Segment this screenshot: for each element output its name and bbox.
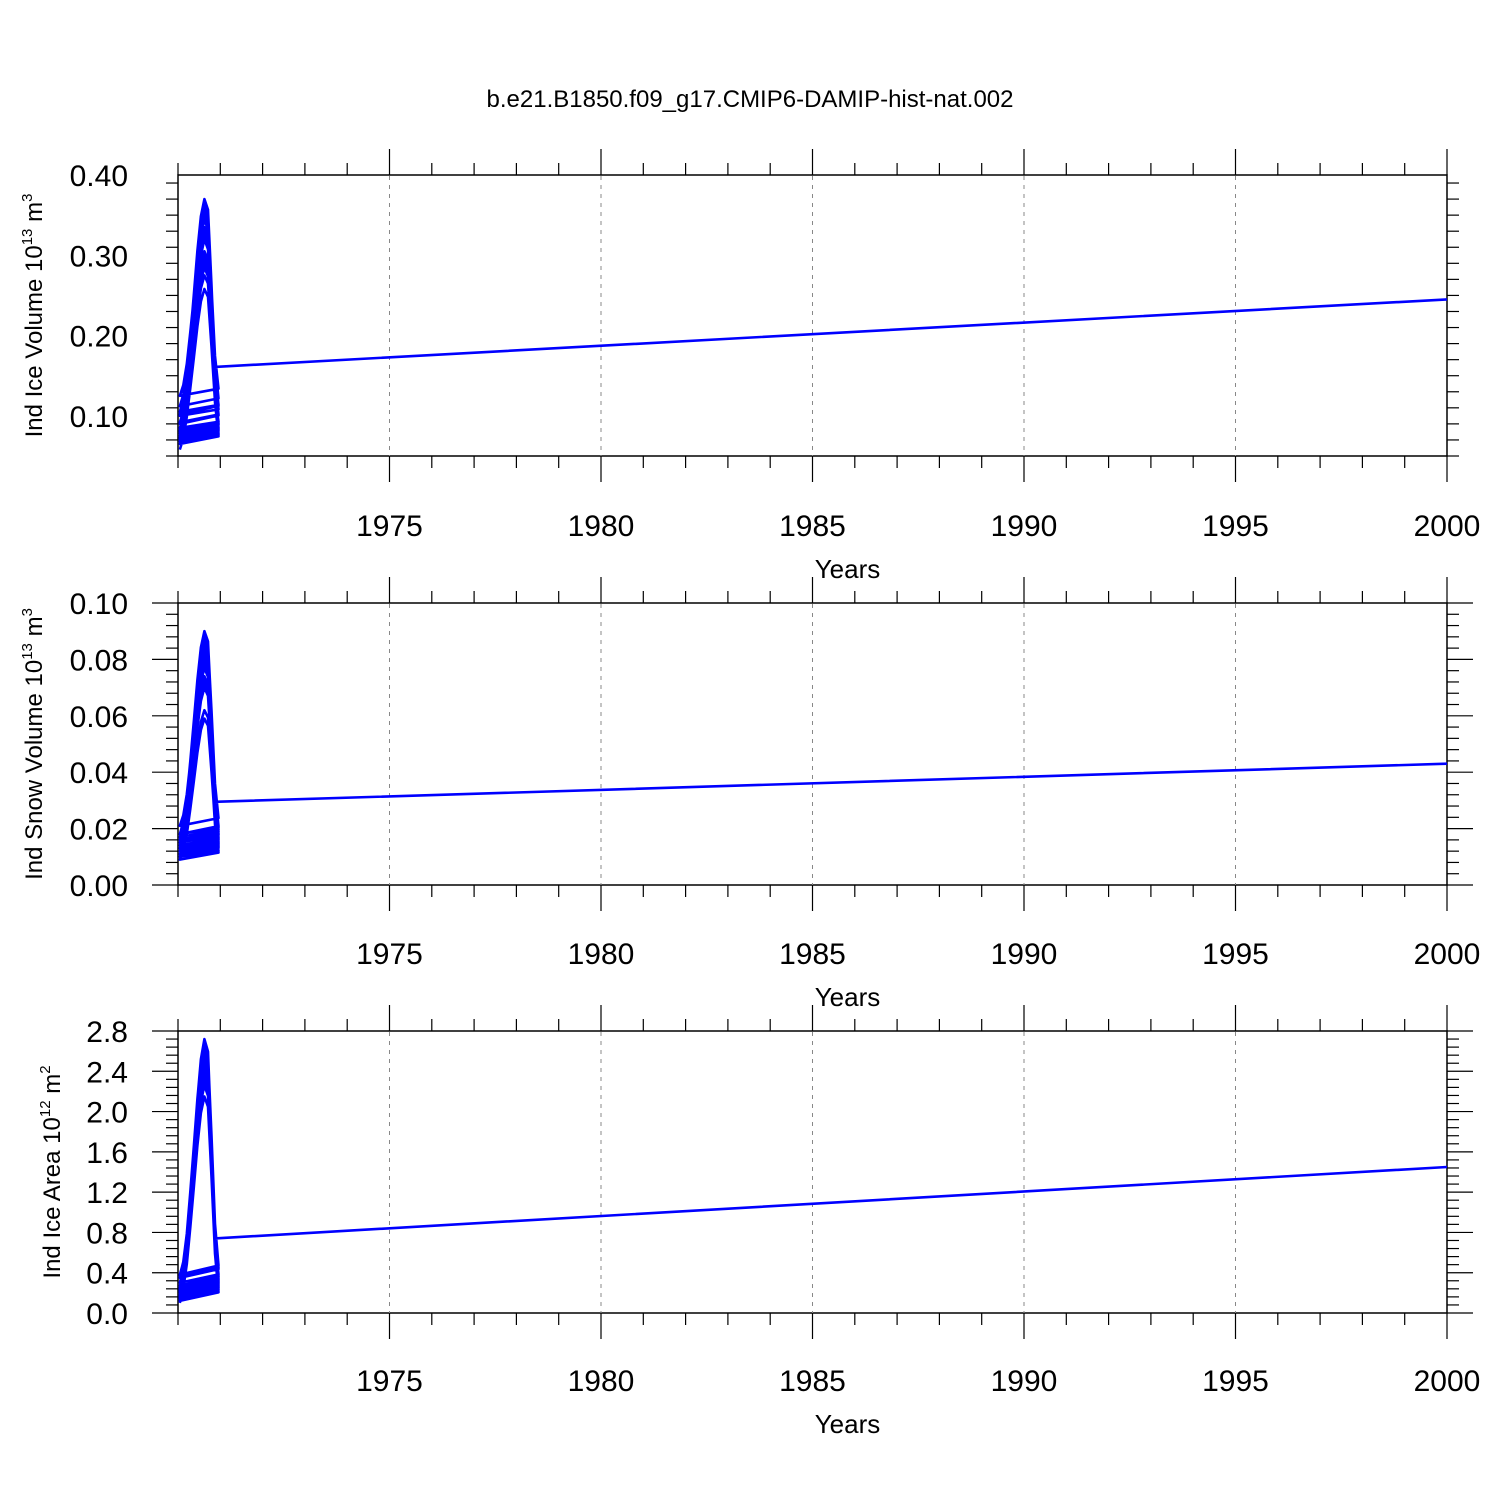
y-tick-label: 0.8 — [86, 1217, 128, 1250]
y-tick-label: 0.04 — [70, 757, 128, 790]
series-line — [178, 1037, 1448, 1304]
y-tick-label: 1.2 — [86, 1177, 128, 1210]
x-tick-label: 1990 — [991, 938, 1058, 971]
chart-panel-2: 1975 1980 1985 1990 1995 2000 Years 0.00 0.02 0.0… — [19, 577, 1480, 1012]
y-tick-label: 0.4 — [86, 1258, 128, 1291]
x-tick-label: 1975 — [356, 938, 423, 971]
y-axis-label-part: Ind Ice Area 10 — [39, 1117, 66, 1278]
y-axis-label-superscript: 13 — [19, 643, 36, 660]
series-line — [178, 629, 1448, 861]
y-tick-label: 0.02 — [70, 814, 128, 847]
chart-panel-3: 1975 1980 1985 1990 1995 2000 Years 0.0 0.4 0.8 1.… — [37, 1005, 1480, 1439]
x-tick-label: 1990 — [991, 1365, 1058, 1398]
y-axis-label: Ind Ice Area 1012 m2 — [37, 1065, 66, 1278]
x-axis-label: Years — [815, 1409, 881, 1439]
x-tick-label: 2000 — [1414, 510, 1481, 543]
x-tick-label: 1995 — [1202, 938, 1269, 971]
y-tick-label: 0.06 — [70, 701, 128, 734]
y-axis-label-part: m — [39, 1074, 66, 1101]
y-tick-label: 2.4 — [86, 1056, 128, 1089]
y-tick-label: 1.6 — [86, 1137, 128, 1170]
y-tick-label: 0.0 — [86, 1298, 128, 1331]
chart-panel-1: 1975 1980 1985 1990 1995 2000 Years 0.10 0.20 0.3… — [19, 149, 1480, 584]
y-axis-label-part: m — [21, 202, 48, 229]
x-tick-label: 1975 — [356, 1365, 423, 1398]
x-tick-label: 2000 — [1414, 938, 1481, 971]
x-tick-label: 1985 — [779, 1365, 846, 1398]
y-axis-label: Ind Snow Volume 1013 m3 — [19, 608, 48, 880]
x-tick-label: 1995 — [1202, 510, 1269, 543]
y-tick-label: 2.0 — [86, 1097, 128, 1130]
x-tick-label: 1985 — [779, 938, 846, 971]
x-tick-label: 1995 — [1202, 1365, 1269, 1398]
x-tick-label: 2000 — [1414, 1365, 1481, 1398]
y-tick-label: 0.10 — [70, 401, 128, 434]
x-tick-label: 1985 — [779, 510, 846, 543]
x-axis-label: Years — [815, 982, 881, 1012]
x-tick-label: 1975 — [356, 510, 423, 543]
y-tick-label: 0.20 — [70, 321, 128, 354]
x-tick-label: 1980 — [568, 1365, 635, 1398]
y-axis-label: Ind Ice Volume 1013 m3 — [19, 194, 48, 438]
y-tick-label: 0.00 — [70, 870, 128, 903]
y-axis-label-part: Ind Snow Volume 10 — [21, 660, 48, 880]
y-tick-label: 2.8 — [86, 1016, 128, 1049]
x-tick-label: 1980 — [568, 938, 635, 971]
x-tick-label: 1990 — [991, 510, 1058, 543]
chart-title: b.e21.B1850.f09_g17.CMIP6-DAMIP-hist-nat… — [486, 86, 1014, 113]
y-tick-label: 0.40 — [70, 160, 128, 193]
x-axis-label: Years — [815, 554, 881, 584]
series-line — [178, 197, 1448, 450]
y-tick-label: 0.30 — [70, 240, 128, 273]
plot-frame — [177, 602, 1448, 886]
y-axis-label-superscript: 2 — [37, 1065, 54, 1073]
y-axis-label-superscript: 13 — [19, 229, 36, 246]
y-axis-label-superscript: 3 — [19, 194, 36, 202]
y-axis-label-superscript: 3 — [19, 608, 36, 616]
y-tick-label: 0.08 — [70, 644, 128, 677]
y-tick-label: 0.10 — [70, 588, 128, 621]
y-axis-label-superscript: 12 — [37, 1100, 54, 1117]
plot-frame — [177, 1030, 1448, 1314]
y-axis-label-part: Ind Ice Volume 10 — [21, 245, 48, 437]
y-axis-label-part: m — [21, 616, 48, 643]
x-tick-label: 1980 — [568, 510, 635, 543]
